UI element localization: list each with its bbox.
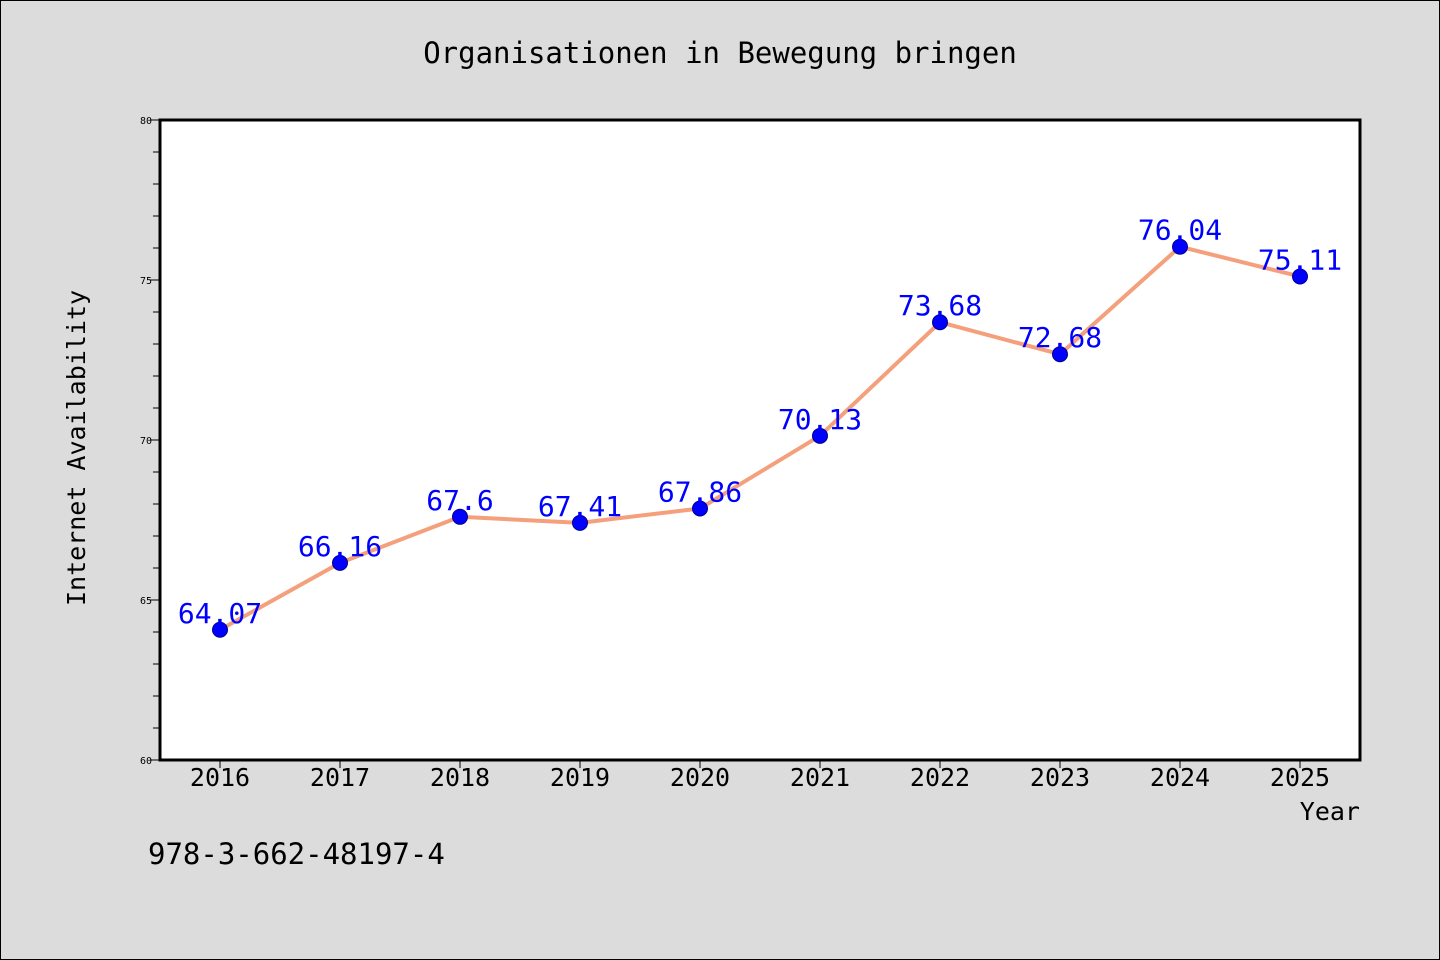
x-tick-label: 2025 bbox=[1270, 763, 1330, 792]
x-tick-label: 2020 bbox=[670, 763, 730, 792]
x-tick-label: 2023 bbox=[1030, 763, 1090, 792]
data-label: 72.68 bbox=[1018, 321, 1102, 354]
data-label: 67.6 bbox=[426, 484, 493, 517]
x-tick-label: 2018 bbox=[430, 763, 490, 792]
data-point bbox=[1052, 346, 1068, 363]
x-axis-label: Year bbox=[1300, 797, 1360, 826]
data-point bbox=[692, 500, 708, 517]
data-label: 66.16 bbox=[298, 530, 382, 563]
y-tick-label: 65 bbox=[140, 596, 152, 607]
x-tick-label: 2022 bbox=[910, 763, 970, 792]
x-tick-label: 2016 bbox=[190, 763, 250, 792]
data-label: 76.04 bbox=[1138, 214, 1222, 247]
data-label: 70.13 bbox=[778, 403, 862, 436]
x-tick-label: 2021 bbox=[790, 763, 850, 792]
data-point bbox=[932, 314, 948, 331]
footer-code: 978-3-662-48197-4 bbox=[148, 837, 445, 871]
data-point bbox=[1172, 238, 1188, 255]
data-label: 75.11 bbox=[1258, 243, 1342, 276]
data-point bbox=[812, 427, 828, 444]
data-point bbox=[212, 621, 228, 638]
y-tick-label: 60 bbox=[140, 756, 152, 767]
x-tick-label: 2019 bbox=[550, 763, 610, 792]
data-label: 67.41 bbox=[538, 490, 622, 523]
y-tick-label: 80 bbox=[140, 116, 152, 127]
plot-area bbox=[160, 120, 1360, 760]
series-layer: 64.07 66.16 67.6 67.41 67.86 70.13 73.68 72.68 7… bbox=[178, 214, 1342, 638]
data-label: 73.68 bbox=[898, 289, 982, 322]
x-axis: 2016 2017 2018 2019 2020 2021 2022 2023 2024 2025 bbox=[190, 760, 1330, 792]
series-line bbox=[219, 244, 1301, 632]
data-point bbox=[452, 508, 468, 525]
x-tick-label: 2017 bbox=[310, 763, 370, 792]
data-label: 64.07 bbox=[178, 597, 262, 630]
y-axis-label: Internet Availability bbox=[62, 290, 91, 606]
data-point bbox=[332, 554, 348, 571]
x-tick-label: 2024 bbox=[1150, 763, 1210, 792]
plot-frame bbox=[158, 118, 1362, 762]
y-axis: 60 65 70 75 80 bbox=[140, 116, 160, 767]
y-tick-label: 70 bbox=[140, 436, 152, 447]
data-label: 67.86 bbox=[658, 475, 742, 508]
chart-title: Organisationen in Bewegung bringen bbox=[423, 36, 1017, 70]
data-point bbox=[1292, 268, 1308, 285]
data-point bbox=[572, 514, 588, 531]
y-tick-label: 75 bbox=[140, 276, 152, 287]
